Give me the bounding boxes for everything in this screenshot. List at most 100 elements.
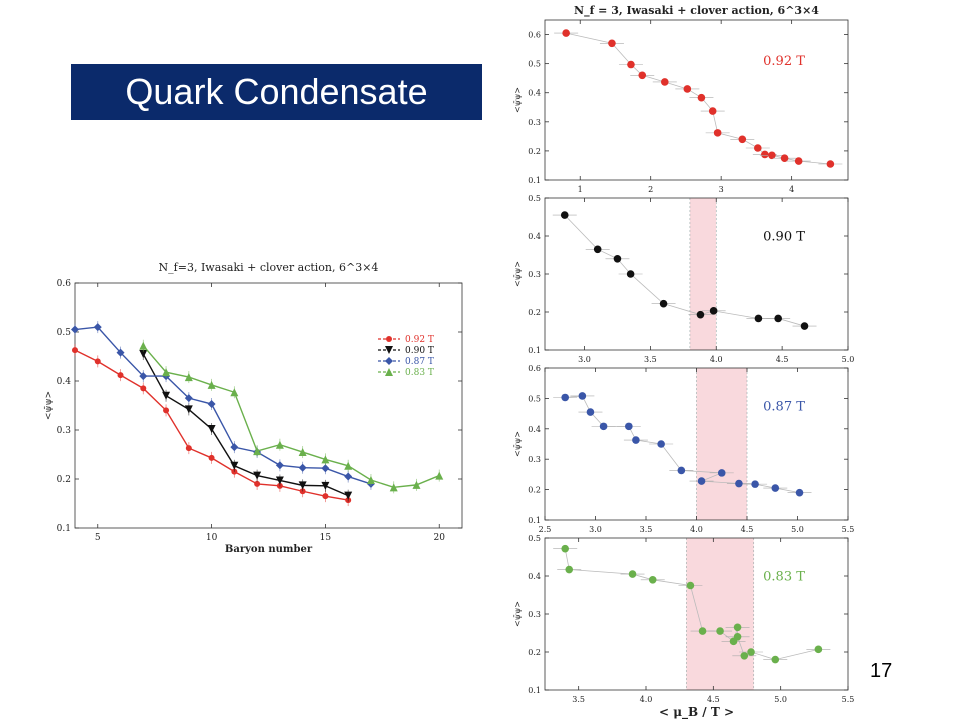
y-tick-label: 0.5	[528, 394, 541, 403]
slide-title: Quark Condensate	[71, 64, 482, 120]
data-point	[93, 323, 102, 332]
data-point	[386, 336, 392, 342]
data-point	[826, 160, 835, 168]
y-tick-label: 0.4	[528, 425, 541, 434]
data-point	[385, 368, 393, 376]
x-axis-label: < μ_B / T >	[659, 705, 734, 720]
data-point	[275, 476, 284, 485]
data-point	[709, 307, 718, 315]
y-tick-label: 0.3	[528, 455, 541, 464]
panel-annotation: 0.92 T	[763, 54, 805, 69]
x-tick-label: 5.0	[842, 355, 855, 364]
data-point	[254, 480, 261, 487]
x-tick-label: 4.5	[776, 355, 789, 364]
y-tick-label: 0.6	[528, 364, 541, 373]
chart-title: N_f=3, Iwasaki + clover action, 6^3×4	[159, 261, 379, 274]
data-point	[184, 405, 193, 414]
data-point	[768, 151, 776, 160]
data-point	[321, 455, 330, 464]
y-tick-label: 0.5	[528, 534, 541, 543]
data-point	[435, 471, 444, 480]
y-tick-label: 0.1	[528, 176, 541, 185]
x-tick-label: 10	[206, 533, 218, 543]
y-tick-label: 0.4	[528, 232, 541, 241]
data-point	[733, 633, 742, 641]
data-point	[275, 440, 284, 449]
data-point	[747, 648, 755, 656]
panel-annotation: 0.90 T	[763, 230, 805, 245]
data-point	[561, 393, 569, 402]
data-point	[344, 461, 353, 470]
legend-label: 0.90 T	[405, 346, 434, 356]
x-tick-label: 2	[648, 185, 653, 194]
series-1	[139, 348, 353, 502]
data-point	[794, 157, 803, 165]
data-point	[698, 627, 707, 635]
panel-title: N_f = 3, Iwasaki + clover action, 6^3×4	[574, 4, 819, 18]
data-point	[344, 472, 353, 481]
data-point	[696, 310, 705, 319]
data-point	[139, 350, 148, 359]
data-point	[708, 107, 717, 115]
transition-band	[686, 538, 754, 690]
data-point	[185, 445, 192, 452]
data-point	[366, 475, 375, 484]
data-point	[754, 314, 763, 323]
y-tick-label: 0.5	[528, 60, 541, 69]
x-axis-label: Baryon number	[225, 544, 313, 555]
data-point	[626, 270, 635, 278]
y-tick-label: 0.6	[57, 279, 72, 289]
data-point	[593, 245, 602, 254]
data-point	[638, 71, 647, 80]
data-point	[814, 645, 823, 654]
data-point	[385, 357, 393, 365]
data-point	[116, 348, 125, 357]
series-3	[139, 339, 444, 494]
panel-p2: 0.1 0.2 0.3 0.4 0.5 3.0 3.5 4.0 4.5 5.0 <ψ̄ψ> 0.90 …	[513, 194, 854, 364]
y-tick-label: 0.3	[528, 270, 541, 279]
data-point	[140, 385, 147, 392]
y-tick-label: 0.2	[528, 648, 541, 657]
data-point	[207, 400, 216, 409]
data-point	[162, 368, 171, 377]
series-line	[142, 345, 440, 489]
legend-label: 0.83 T	[405, 368, 434, 378]
data-point	[321, 464, 330, 473]
y-tick-label: 0.3	[528, 118, 541, 127]
x-tick-label: 3.5	[572, 695, 585, 704]
data-point	[385, 346, 393, 354]
data-point	[628, 570, 637, 578]
data-point	[207, 380, 216, 389]
y-axis-label: <ψ̄ψ>	[513, 87, 522, 113]
data-point	[163, 407, 170, 414]
data-point	[412, 480, 421, 489]
data-point	[207, 425, 216, 434]
data-point	[735, 479, 743, 488]
data-point	[780, 154, 789, 162]
y-tick-label: 0.2	[57, 475, 71, 485]
main-chart: 0.1 0.2 0.3 0.4 0.5 0.6 5 10 15 20 N_f=3, Iwasaki …	[44, 261, 463, 555]
y-tick-label: 0.1	[528, 516, 541, 525]
data-point	[625, 422, 633, 431]
x-tick-label: 4.5	[741, 525, 754, 534]
panel-annotation: 0.83 T	[763, 570, 805, 585]
y-tick-label: 0.5	[57, 328, 72, 338]
data-point	[565, 565, 574, 574]
data-point	[659, 299, 668, 308]
panel-p4: 0.1 0.2 0.3 0.4 0.5 3.5 4.0 4.5 5.0 5.5 <ψ̄ψ> < μ_B…	[513, 534, 854, 720]
x-tick-label: 5	[95, 533, 101, 543]
transition-band	[696, 368, 747, 520]
y-tick-label: 0.6	[528, 31, 541, 40]
x-tick-label: 15	[320, 533, 332, 543]
data-point	[208, 454, 215, 461]
x-tick-label: 4	[789, 185, 794, 194]
data-point	[344, 491, 353, 500]
y-axis-label: <ψ̄ψ>	[513, 431, 522, 457]
y-axis-label: <ψ̄ψ>	[513, 261, 522, 287]
x-tick-label: 5.5	[842, 525, 855, 534]
data-point	[298, 481, 307, 490]
x-tick-label: 3.0	[589, 525, 602, 534]
x-tick-label: 1	[578, 185, 583, 194]
data-point	[754, 144, 762, 152]
